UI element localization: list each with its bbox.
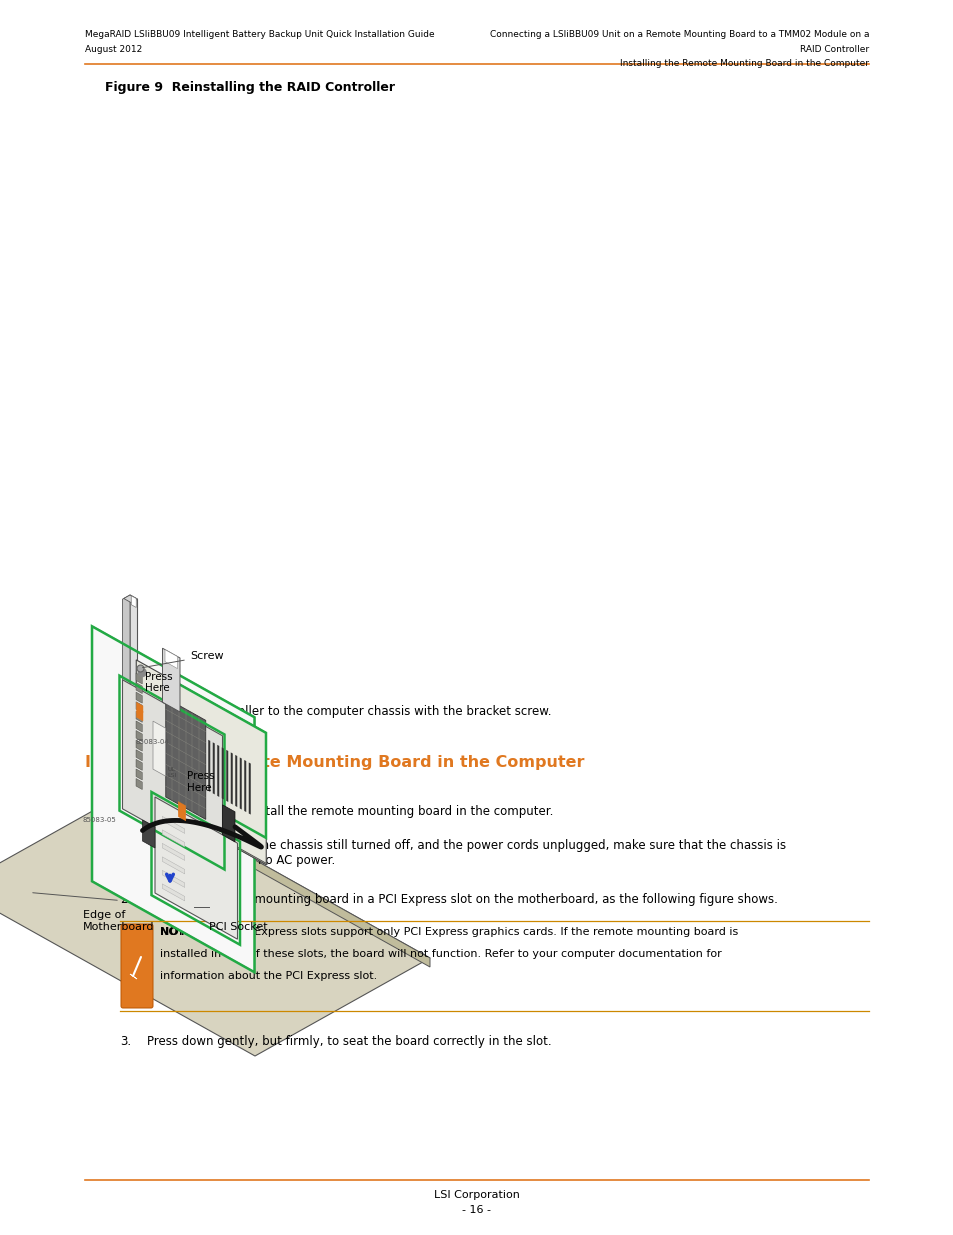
Polygon shape: [196, 895, 200, 908]
Polygon shape: [136, 750, 142, 761]
Polygon shape: [136, 760, 142, 771]
Text: Press
Here: Press Here: [145, 672, 172, 693]
Polygon shape: [136, 692, 142, 703]
Text: 2.: 2.: [120, 893, 132, 906]
Text: Connecting a LSIiBBU09 Unit on a Remote Mounting Board to a TMM02 Module on a: Connecting a LSIiBBU09 Unit on a Remote …: [489, 30, 868, 40]
Text: Insert the remote mounting board in a PCI Express slot on the motherboard, as th: Insert the remote mounting board in a PC…: [147, 893, 777, 906]
Polygon shape: [136, 778, 142, 789]
Text: installed in one of these slots, the board will not function. Refer to your comp: installed in one of these slots, the boa…: [160, 948, 721, 960]
Circle shape: [138, 668, 146, 677]
Polygon shape: [165, 650, 177, 668]
Polygon shape: [142, 820, 154, 848]
Polygon shape: [132, 595, 136, 608]
Polygon shape: [122, 679, 222, 864]
Text: Edge of
Motherboard: Edge of Motherboard: [83, 910, 154, 932]
Polygon shape: [162, 871, 185, 888]
Text: LSI Corporation: LSI Corporation: [434, 1191, 519, 1200]
Polygon shape: [162, 648, 180, 713]
FancyBboxPatch shape: [121, 924, 152, 1008]
Polygon shape: [222, 805, 234, 842]
Polygon shape: [154, 797, 237, 939]
Text: NOTE: NOTE: [160, 927, 193, 937]
Polygon shape: [140, 877, 205, 913]
Polygon shape: [136, 659, 266, 864]
Polygon shape: [239, 757, 241, 809]
Polygon shape: [162, 830, 185, 847]
Polygon shape: [122, 595, 130, 794]
Polygon shape: [178, 802, 186, 821]
Polygon shape: [244, 760, 246, 813]
Text: Installing the Remote Mounting Board in the Computer: Installing the Remote Mounting Board in …: [619, 59, 868, 68]
Text: 4.: 4.: [107, 705, 118, 718]
Polygon shape: [235, 755, 237, 806]
Polygon shape: [130, 595, 137, 794]
Text: RAID Controller: RAID Controller: [799, 44, 868, 53]
Text: UL
LSI: UL LSI: [167, 767, 176, 778]
Polygon shape: [136, 701, 142, 713]
Text: Press
Here: Press Here: [187, 771, 214, 793]
Polygon shape: [146, 867, 150, 879]
Polygon shape: [0, 790, 430, 1056]
Polygon shape: [249, 762, 251, 815]
Polygon shape: [166, 698, 206, 819]
Polygon shape: [162, 816, 185, 834]
Polygon shape: [130, 790, 430, 967]
Polygon shape: [162, 884, 185, 902]
Text: August 2012: August 2012: [85, 44, 142, 53]
Polygon shape: [136, 703, 143, 721]
Text: PCI Socket: PCI Socket: [209, 921, 267, 931]
Text: Press down gently, but firmly, to seat the board correctly in the slot.: Press down gently, but firmly, to seat t…: [147, 1035, 551, 1049]
Text: Screw: Screw: [142, 651, 223, 668]
Polygon shape: [162, 857, 185, 874]
Text: MegaRAID LSIiBBU09 Intelligent Battery Backup Unit Quick Installation Guide: MegaRAID LSIiBBU09 Intelligent Battery B…: [85, 30, 435, 40]
Polygon shape: [226, 750, 228, 802]
Polygon shape: [136, 740, 142, 751]
Polygon shape: [136, 673, 142, 684]
Polygon shape: [136, 721, 142, 732]
Polygon shape: [92, 626, 254, 972]
Polygon shape: [136, 731, 142, 741]
Polygon shape: [130, 974, 137, 979]
Text: 1.: 1.: [120, 839, 132, 852]
Polygon shape: [136, 792, 267, 864]
Polygon shape: [136, 769, 142, 781]
Text: 85083-05: 85083-05: [82, 818, 116, 824]
Polygon shape: [208, 740, 210, 792]
Text: With the power to the chassis still turned off, and the power cords unplugged, m: With the power to the chassis still turn…: [147, 839, 785, 867]
Text: 3.: 3.: [120, 1035, 131, 1049]
Text: 85083-04: 85083-04: [135, 739, 170, 745]
Text: NOTE  Some PCI Express slots support only PCI Express graphics cards. If the rem: NOTE Some PCI Express slots support only…: [160, 927, 738, 937]
Text: Follow these steps to install the remote mounting board in the computer.: Follow these steps to install the remote…: [120, 805, 553, 818]
Text: Installing the Remote Mounting Board in the Computer: Installing the Remote Mounting Board in …: [85, 755, 584, 769]
Polygon shape: [221, 747, 224, 799]
Polygon shape: [162, 844, 185, 861]
Polygon shape: [136, 711, 142, 722]
Polygon shape: [124, 595, 137, 603]
Polygon shape: [217, 745, 219, 797]
Text: Figure 9  Reinstalling the RAID Controller: Figure 9 Reinstalling the RAID Controlle…: [105, 82, 395, 94]
Polygon shape: [152, 721, 165, 776]
Polygon shape: [231, 752, 233, 804]
Polygon shape: [213, 742, 214, 794]
Polygon shape: [136, 683, 142, 694]
Text: information about the PCI Express slot.: information about the PCI Express slot.: [160, 971, 376, 981]
Text: - 16 -: - 16 -: [462, 1205, 491, 1215]
Text: Secure the controller to the computer chassis with the bracket screw.: Secure the controller to the computer ch…: [140, 705, 551, 718]
